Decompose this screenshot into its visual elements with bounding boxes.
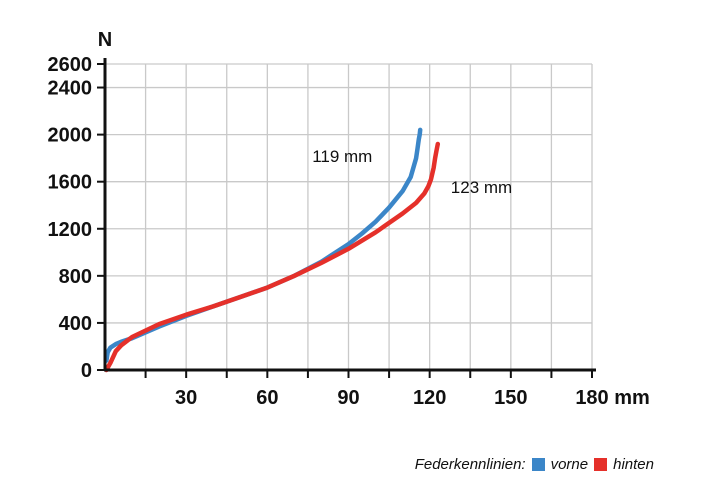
annotation-vorne: 119 mm [312, 147, 372, 166]
y-tick-label-2600: 2600 [48, 54, 93, 76]
x-tick-label-90: 90 [337, 387, 359, 409]
grid [105, 63, 593, 370]
x-tick-label-120: 120 [413, 387, 446, 409]
y-tick-label-800: 800 [59, 266, 92, 288]
series-line-hinten [104, 141, 441, 373]
legend-swatch-vorne [531, 457, 545, 471]
y-tick-label-400: 400 [59, 313, 92, 335]
y-tick-label-0: 0 [81, 360, 92, 382]
x-tick-label-30: 30 [175, 387, 197, 409]
x-tick-label-60: 60 [256, 387, 278, 409]
x-axis-label: mm [614, 387, 650, 409]
y-axis-label: N [98, 29, 112, 51]
legend: Federkennlinien: vorne hinten [415, 452, 654, 476]
axes [97, 58, 596, 378]
legend-label-hinten: hinten [613, 455, 654, 473]
x-tick-label-180: 180 [575, 387, 608, 409]
series-layer [104, 127, 441, 373]
y-tick-label-1200: 1200 [48, 219, 93, 241]
x-tick-label-150: 150 [494, 387, 527, 409]
y-tick-label-2000: 2000 [48, 125, 93, 147]
annotation-hinten: 123 mm [451, 178, 512, 197]
legend-title: Federkennlinien: [414, 455, 526, 473]
y-tick-label-1600: 1600 [48, 172, 93, 194]
legend-label-vorne: vorne [550, 455, 589, 473]
legend-swatch-hinten [594, 457, 608, 471]
y-tick-label-2400: 2400 [48, 78, 93, 100]
